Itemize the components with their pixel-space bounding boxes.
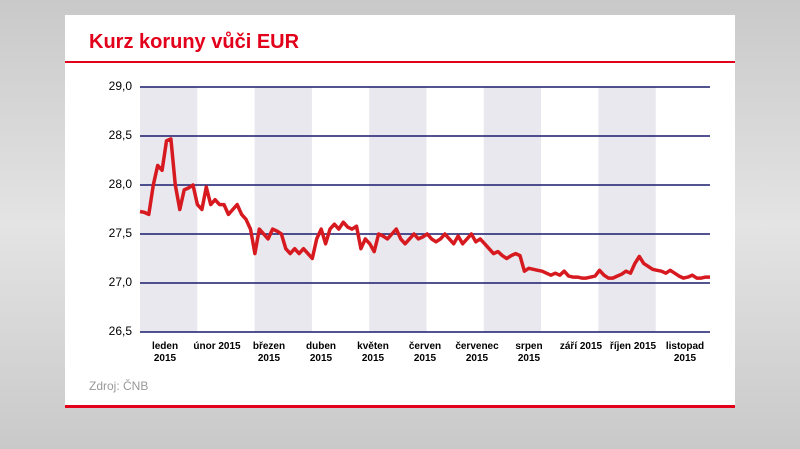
x-tick-label: duben 2015 — [306, 341, 336, 364]
card: Kurz koruny vůči EUR 26,5 27,0 27,5 28,0 28,… — [65, 15, 735, 408]
y-tick-label: 28,5 — [109, 128, 133, 142]
band — [369, 87, 427, 332]
y-tick-label: 27,0 — [109, 275, 133, 289]
x-tick-label: listopad 2015 — [665, 341, 705, 364]
title-rule — [65, 61, 735, 63]
x-tick-label: květen 2015 — [357, 341, 389, 364]
y-tick-label: 28,0 — [109, 177, 133, 191]
y-tick-label: 29,0 — [109, 79, 133, 93]
chart-title: Kurz koruny vůči EUR — [89, 31, 300, 53]
x-tick-label: září 2015 — [559, 341, 603, 352]
chart: 26,5 27,0 27,5 28,0 28,5 29,0 — [109, 79, 710, 338]
x-tick-label: říjen 2015 — [609, 341, 657, 352]
band — [254, 87, 312, 332]
x-tick-label: únor 2015 — [193, 341, 241, 352]
source: Zdroj: ČNB — [89, 379, 149, 393]
x-tick-label: srpen 2015 — [515, 341, 543, 364]
x-tick-label: leden 2015 — [151, 341, 179, 364]
x-tick-label: březen 2015 — [252, 341, 286, 364]
y-tick-label: 26,5 — [109, 324, 133, 338]
band — [483, 87, 542, 332]
x-tick-label: červen 2015 — [408, 341, 442, 364]
band — [598, 87, 656, 332]
line-series — [139, 137, 710, 280]
y-tick-label: 27,5 — [109, 226, 133, 240]
x-tick-label: červenec 2015 — [455, 341, 499, 364]
